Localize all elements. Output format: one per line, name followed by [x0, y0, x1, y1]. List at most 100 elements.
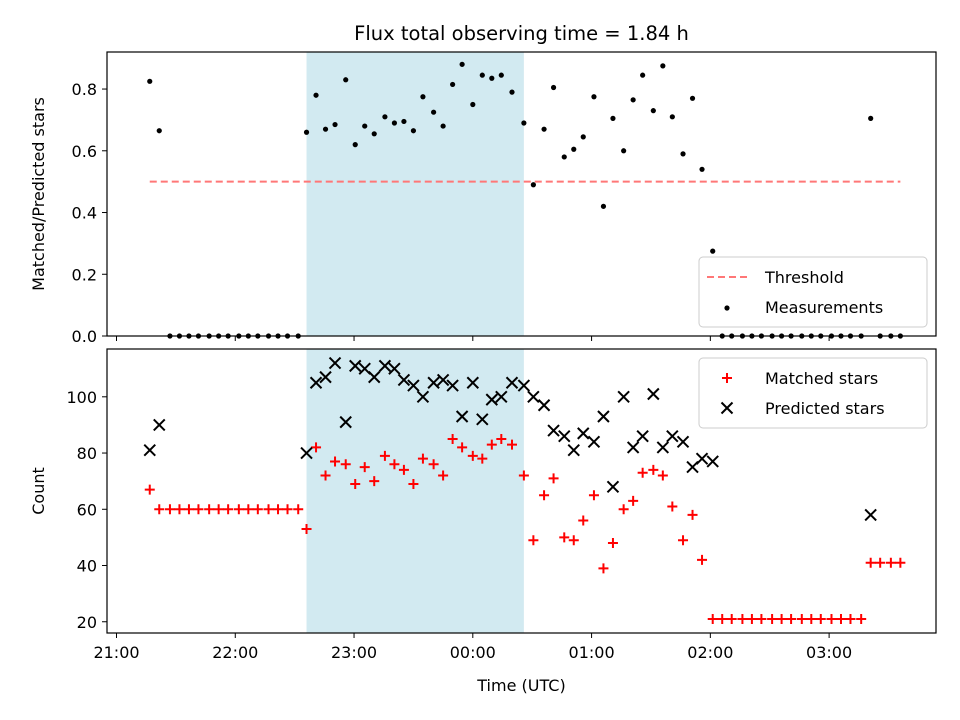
data-point: [865, 557, 876, 568]
data-point: [164, 504, 175, 515]
x-axis-label: Time (UTC): [476, 676, 565, 695]
data-point: [706, 455, 719, 468]
data-point: [407, 379, 420, 392]
data-point: [489, 75, 495, 81]
data-point: [273, 504, 284, 515]
y-tick-label: 0.4: [72, 204, 97, 223]
data-point: [539, 490, 550, 501]
data-point: [598, 563, 609, 574]
data-point: [521, 120, 527, 126]
data-point: [416, 390, 430, 404]
data-point: [687, 509, 698, 520]
data-point: [339, 415, 352, 429]
data-point: [578, 515, 589, 526]
data-point: [436, 373, 450, 387]
data-point: [505, 376, 519, 389]
y-tick-label: 0.8: [72, 80, 97, 99]
x-tick-label: 02:00: [687, 643, 733, 662]
data-point: [332, 121, 338, 128]
data-point: [498, 72, 504, 78]
data-point: [174, 504, 185, 515]
series-predicted-stars: [143, 356, 877, 522]
data-point: [868, 115, 874, 121]
data-point: [636, 429, 649, 443]
data-point: [530, 182, 536, 188]
legend-label: Matched stars: [765, 369, 878, 388]
data-point: [301, 523, 312, 534]
data-point: [528, 535, 539, 546]
data-point: [550, 84, 557, 91]
data-point: [746, 613, 757, 624]
data-point: [320, 470, 331, 481]
data-point: [617, 390, 630, 404]
data-point: [597, 410, 610, 423]
chart-title: Flux total observing time = 1.84 h: [354, 22, 689, 45]
data-point: [389, 459, 400, 470]
data-point: [378, 359, 392, 373]
data-point: [369, 476, 380, 487]
y-tick-label: 100: [66, 388, 97, 407]
data-point: [607, 538, 618, 549]
data-point: [398, 464, 409, 475]
top-panel: 0.0 0.2 0.4 0.6 0.8 Matched/Predicted stars Fl…: [29, 22, 937, 346]
data-point: [440, 123, 446, 129]
data-point: [470, 101, 476, 108]
data-point: [637, 467, 648, 478]
data-point: [656, 441, 670, 454]
data-point: [391, 120, 398, 126]
y-tick-label: 60: [77, 500, 97, 519]
data-point: [806, 613, 817, 624]
data-point: [756, 613, 767, 624]
data-point: [446, 379, 459, 392]
data-point: [293, 504, 304, 515]
data-point: [537, 399, 551, 412]
data-point: [856, 613, 867, 624]
data-point: [438, 470, 449, 481]
data-point: [669, 114, 675, 120]
data-point: [647, 387, 660, 401]
data-point: [588, 490, 599, 501]
data-point: [349, 359, 362, 373]
data-point: [621, 148, 627, 154]
legend-box: [698, 256, 928, 328]
data-point: [699, 166, 705, 172]
data-point: [477, 453, 488, 464]
data-point: [303, 129, 310, 135]
data-point: [547, 424, 560, 437]
data-point: [156, 128, 162, 134]
data-point: [467, 450, 478, 461]
data-point: [648, 464, 659, 475]
data-point: [311, 442, 322, 453]
x-tick-label: 23:00: [331, 643, 377, 662]
data-point: [143, 444, 156, 457]
data-point: [457, 442, 468, 453]
legend-label: Predicted stars: [765, 399, 885, 418]
data-point: [650, 108, 656, 114]
data-point: [695, 452, 709, 465]
data-point: [815, 613, 826, 624]
data-point: [233, 504, 244, 515]
data-point: [495, 390, 508, 404]
data-point: [147, 78, 153, 84]
x-tick-label: 21:00: [93, 643, 139, 662]
y-axis-label: Matched/Predicted stars: [29, 97, 48, 291]
y-tick-label: 20: [77, 613, 97, 632]
data-point: [628, 495, 639, 506]
series-matched-stars: [144, 433, 906, 624]
y-tick-label: 40: [77, 557, 97, 576]
data-point: [450, 81, 456, 88]
data-point: [417, 453, 428, 464]
data-point: [479, 72, 485, 78]
data-point: [697, 554, 708, 565]
data-point: [340, 459, 351, 470]
data-point: [567, 444, 580, 457]
data-point: [558, 429, 571, 443]
data-point: [243, 504, 254, 515]
data-point: [330, 456, 341, 467]
data-point: [204, 504, 215, 515]
x-tick-label: 00:00: [450, 643, 496, 662]
data-point: [362, 123, 368, 129]
data-point: [309, 376, 323, 389]
data-point: [630, 97, 636, 103]
observing-interval-shade: [306, 349, 524, 633]
